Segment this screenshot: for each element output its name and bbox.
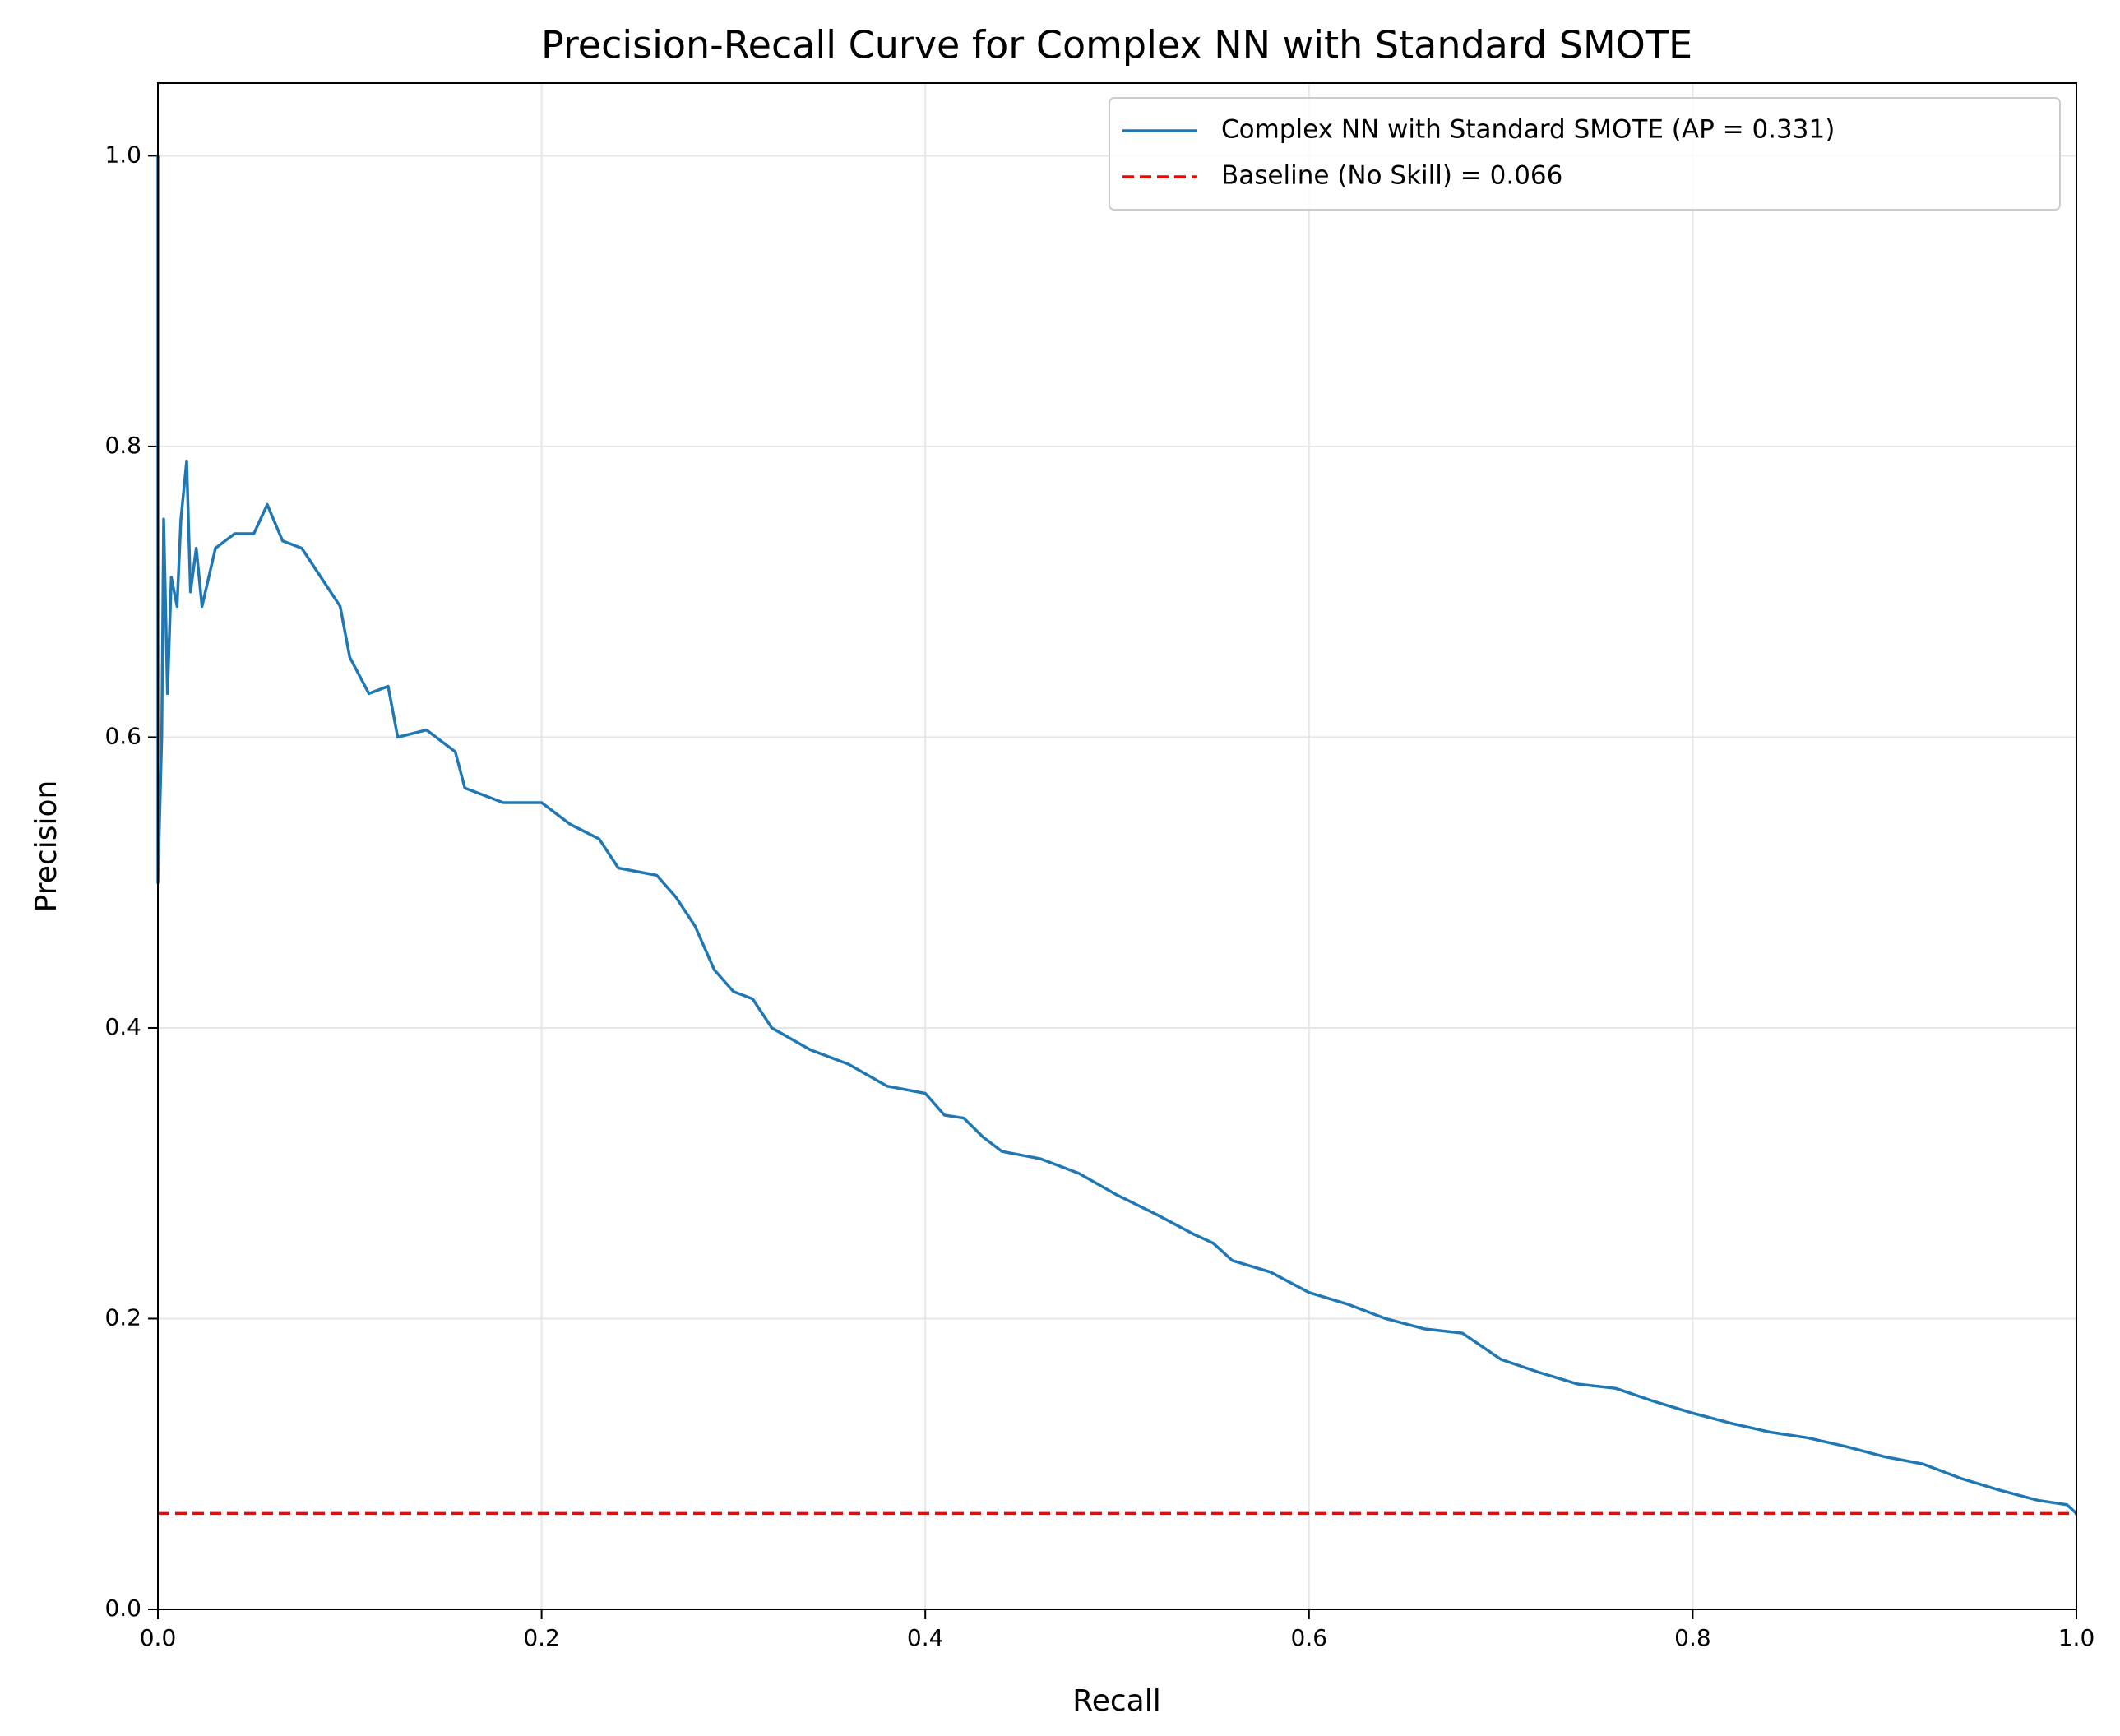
x-axis-label: Recall bbox=[1072, 1684, 1160, 1718]
x-tick-label: 0.0 bbox=[140, 1624, 177, 1651]
x-tick-label: 1.0 bbox=[2058, 1624, 2095, 1651]
x-tick-label: 0.2 bbox=[523, 1624, 560, 1651]
y-tick-label: 0.8 bbox=[104, 432, 141, 459]
legend-label: Baseline (No Skill) = 0.066 bbox=[1221, 161, 1562, 191]
x-tick-label: 0.6 bbox=[1291, 1624, 1328, 1651]
line-series bbox=[156, 155, 2078, 1515]
legend-label: Complex NN with Standard SMOTE (AP = 0.3… bbox=[1221, 115, 1835, 145]
y-tick-label: 0.4 bbox=[104, 1013, 141, 1040]
y-tick-label: 0.2 bbox=[104, 1303, 141, 1331]
y-tick-label: 0.6 bbox=[104, 722, 141, 749]
chart-title: Precision-Recall Curve for Complex NN wi… bbox=[541, 23, 1692, 67]
legend-box bbox=[1109, 97, 2061, 211]
plot-frame bbox=[157, 82, 2077, 1610]
legend: Complex NN with Standard SMOTE (AP = 0.3… bbox=[1109, 97, 2061, 211]
x-tick-label: 0.4 bbox=[907, 1624, 944, 1651]
y-tick-label: 1.0 bbox=[104, 141, 141, 168]
y-tick-label: 0.0 bbox=[104, 1595, 141, 1622]
x-tick-label: 0.8 bbox=[1674, 1624, 1711, 1651]
y-axis-label: Precision bbox=[30, 780, 63, 913]
